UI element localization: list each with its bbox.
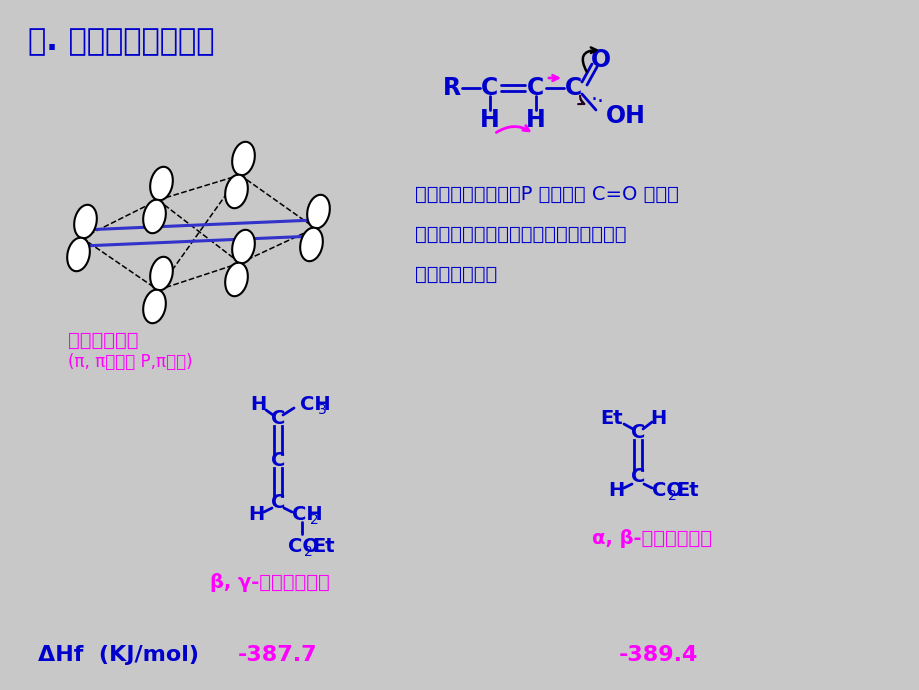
Text: H: H	[480, 108, 499, 132]
Text: CH: CH	[300, 395, 330, 413]
Text: Et: Et	[675, 480, 698, 500]
Ellipse shape	[143, 290, 165, 323]
Ellipse shape	[232, 141, 255, 175]
Text: H: H	[250, 395, 266, 413]
Text: C: C	[270, 451, 285, 469]
Text: -389.4: -389.4	[618, 645, 697, 665]
Text: C: C	[527, 76, 544, 100]
Text: -387.7: -387.7	[238, 645, 317, 665]
Text: β, γ-不饱和羧酸酯: β, γ-不饱和羧酸酯	[210, 573, 330, 591]
Text: R: R	[442, 76, 460, 100]
Ellipse shape	[300, 228, 323, 262]
Text: C: C	[630, 422, 644, 442]
Text: α, β-不饱和羧酸酯: α, β-不饱和羧酸酯	[591, 529, 711, 547]
Text: 使其不再与烯键共轭，而使稳定性增加的: 使其不再与烯键共轭，而使稳定性增加的	[414, 225, 626, 244]
Text: 由于羟基氧原子上的P 电子已与 C=O 共轭，: 由于羟基氧原子上的P 电子已与 C=O 共轭，	[414, 185, 678, 204]
Text: 交叉共轭体系: 交叉共轭体系	[68, 331, 139, 350]
Text: ∼: ∼	[153, 195, 162, 205]
Text: CO: CO	[652, 480, 682, 500]
Text: ∼: ∼	[235, 170, 244, 180]
Text: 2: 2	[303, 545, 312, 559]
Text: ·: ·	[590, 90, 596, 110]
Text: ∼: ∼	[153, 285, 162, 295]
Ellipse shape	[225, 263, 247, 296]
Text: 3: 3	[317, 403, 326, 417]
Text: H: H	[247, 504, 264, 524]
Ellipse shape	[232, 230, 255, 264]
Text: C: C	[630, 466, 644, 486]
Text: OH: OH	[606, 104, 645, 128]
Text: 2: 2	[667, 489, 675, 503]
Text: CO: CO	[288, 537, 319, 555]
Text: (π, π共轭和 P,π共轭): (π, π共轭和 P,π共轭)	[68, 353, 192, 371]
Text: 一. 不饱和羧酸的结构: 一. 不饱和羧酸的结构	[28, 28, 214, 57]
Ellipse shape	[74, 205, 96, 238]
Ellipse shape	[67, 237, 90, 271]
Text: ∼: ∼	[311, 223, 319, 233]
Text: ·: ·	[596, 92, 603, 112]
Text: 不是十分显著。: 不是十分显著。	[414, 265, 496, 284]
Text: Et: Et	[600, 408, 623, 428]
Text: ΔHf  (KJ/mol): ΔHf (KJ/mol)	[38, 645, 199, 665]
Ellipse shape	[150, 167, 173, 200]
Text: H: H	[526, 108, 545, 132]
Ellipse shape	[225, 175, 247, 208]
Text: H: H	[607, 480, 623, 500]
Text: ∼: ∼	[235, 258, 244, 268]
Text: C: C	[270, 408, 285, 428]
Ellipse shape	[307, 195, 329, 228]
Ellipse shape	[143, 199, 165, 233]
Text: O: O	[590, 48, 610, 72]
Text: CH: CH	[291, 504, 323, 524]
Text: ∼: ∼	[78, 233, 86, 243]
Text: C: C	[481, 76, 498, 100]
Text: H: H	[649, 408, 665, 428]
Ellipse shape	[150, 257, 173, 290]
Text: 2: 2	[310, 513, 318, 527]
Text: Et: Et	[312, 537, 335, 555]
Text: C: C	[565, 76, 582, 100]
Text: C: C	[270, 493, 285, 511]
